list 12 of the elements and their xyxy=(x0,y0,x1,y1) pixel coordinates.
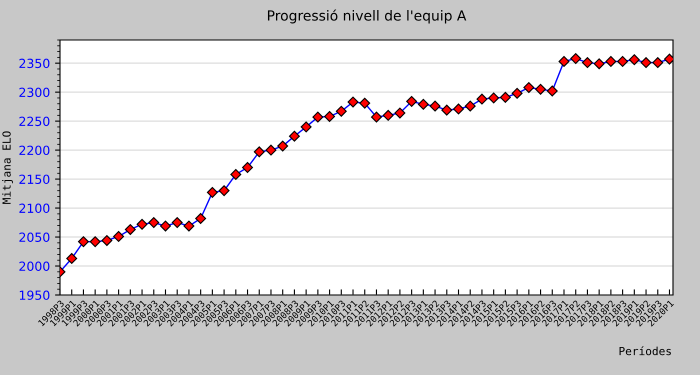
y-tick-label: 2300 xyxy=(19,88,50,98)
x-axis-title: Períodes xyxy=(620,346,671,356)
y-tick-label: 2050 xyxy=(19,232,50,242)
y-tick-label: 2200 xyxy=(19,146,50,156)
y-tick-label: 2350 xyxy=(19,58,50,68)
y-axis-title: Mitjana ELO xyxy=(2,131,13,204)
y-tick-label: 2150 xyxy=(19,174,50,184)
y-tick-label: 2250 xyxy=(19,116,50,126)
y-tick-label: 2100 xyxy=(19,204,50,213)
y-tick-label: 2000 xyxy=(19,261,50,271)
chart-title: Progressió nivell de l'equip A xyxy=(268,9,466,24)
y-tick-label: 1950 xyxy=(20,290,50,300)
